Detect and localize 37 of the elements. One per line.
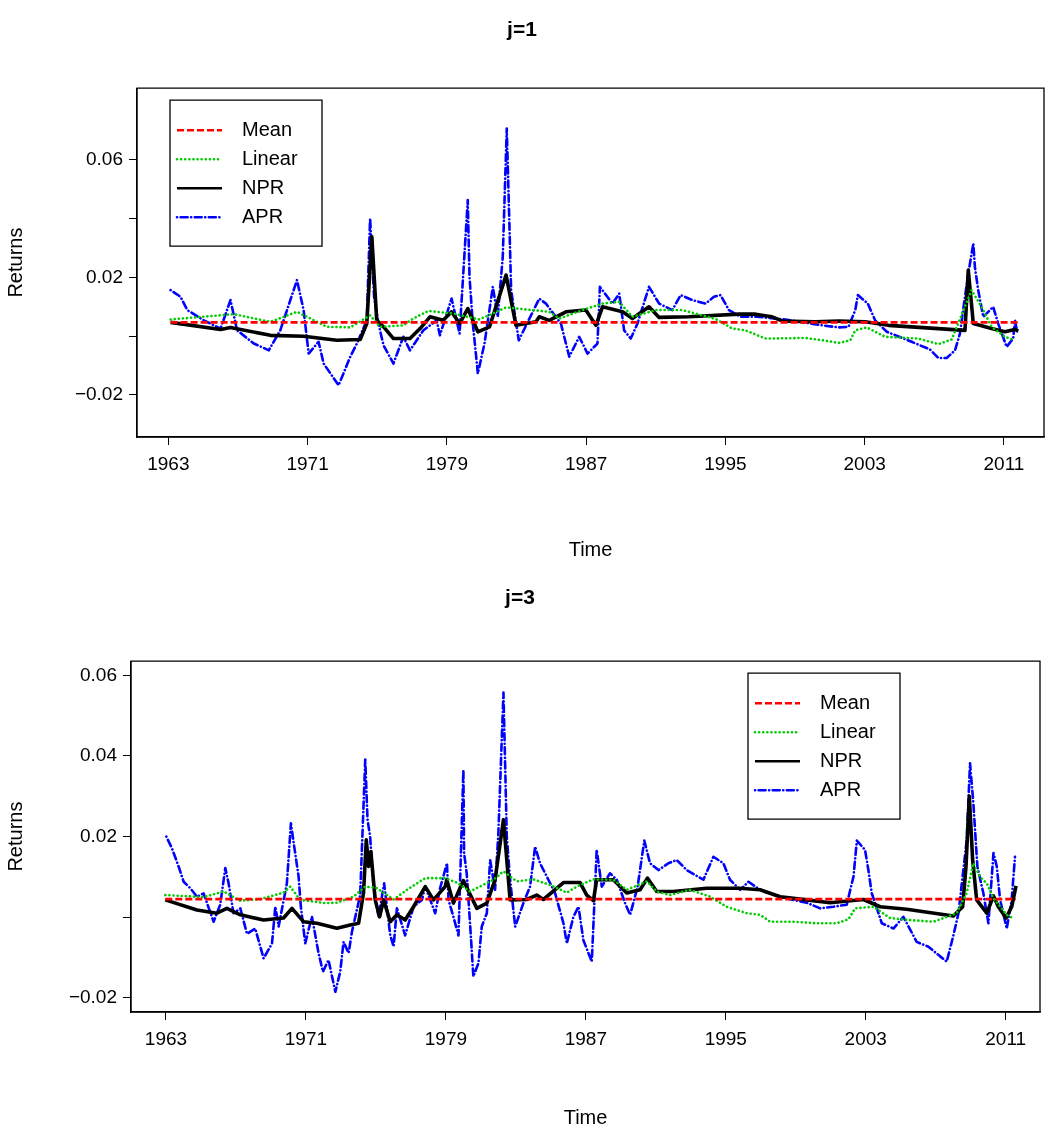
y-tick-label: −0.02 (74, 383, 123, 405)
legend-label: NPR (242, 175, 285, 198)
x-tick-label: 1963 (147, 452, 190, 474)
chart-title: j=3 (504, 585, 535, 609)
y-tick-label: 0.02 (80, 824, 117, 846)
x-tick-label: 1987 (565, 452, 608, 474)
x-tick-label: 1995 (704, 452, 747, 474)
legend-label: APR (242, 204, 284, 227)
x-tick-label: 2003 (843, 452, 886, 474)
x-axis-title: Time (563, 1105, 608, 1128)
x-tick-label: 1971 (286, 452, 329, 474)
line-series (163, 861, 1015, 925)
y-tick-label: 0.04 (80, 744, 118, 766)
x-tick-label: 2003 (844, 1027, 887, 1049)
x-tick-label: 1971 (284, 1027, 328, 1049)
y-axis-title: Returns (3, 801, 26, 872)
legend-label: Linear (820, 719, 876, 742)
legend-label: Linear (242, 146, 298, 169)
y-axis-title: Returns (3, 227, 26, 298)
y-tick-label: −0.02 (68, 986, 117, 1008)
line-series (165, 691, 1017, 994)
legend-label: Mean (820, 690, 871, 713)
x-tick-label: 1987 (564, 1027, 607, 1049)
x-tick-label: 1979 (425, 452, 469, 474)
x-tick-label: 1995 (704, 1027, 747, 1049)
x-tick-label: 2011 (983, 452, 1025, 474)
x-tick-label: 1979 (424, 1027, 468, 1049)
y-tick-label: 0.02 (86, 265, 123, 287)
x-axis-title: Time (568, 537, 613, 560)
y-tick-label: 0.06 (86, 148, 123, 170)
chart-title: j=1 (506, 17, 538, 41)
x-tick-label: 1963 (144, 1027, 188, 1049)
x-tick-label: 2011 (985, 1027, 1027, 1049)
legend-label: NPR (820, 748, 863, 771)
legend-label: Mean (242, 117, 293, 140)
legend-label: APR (820, 777, 862, 800)
y-tick-label: 0.06 (80, 663, 117, 685)
